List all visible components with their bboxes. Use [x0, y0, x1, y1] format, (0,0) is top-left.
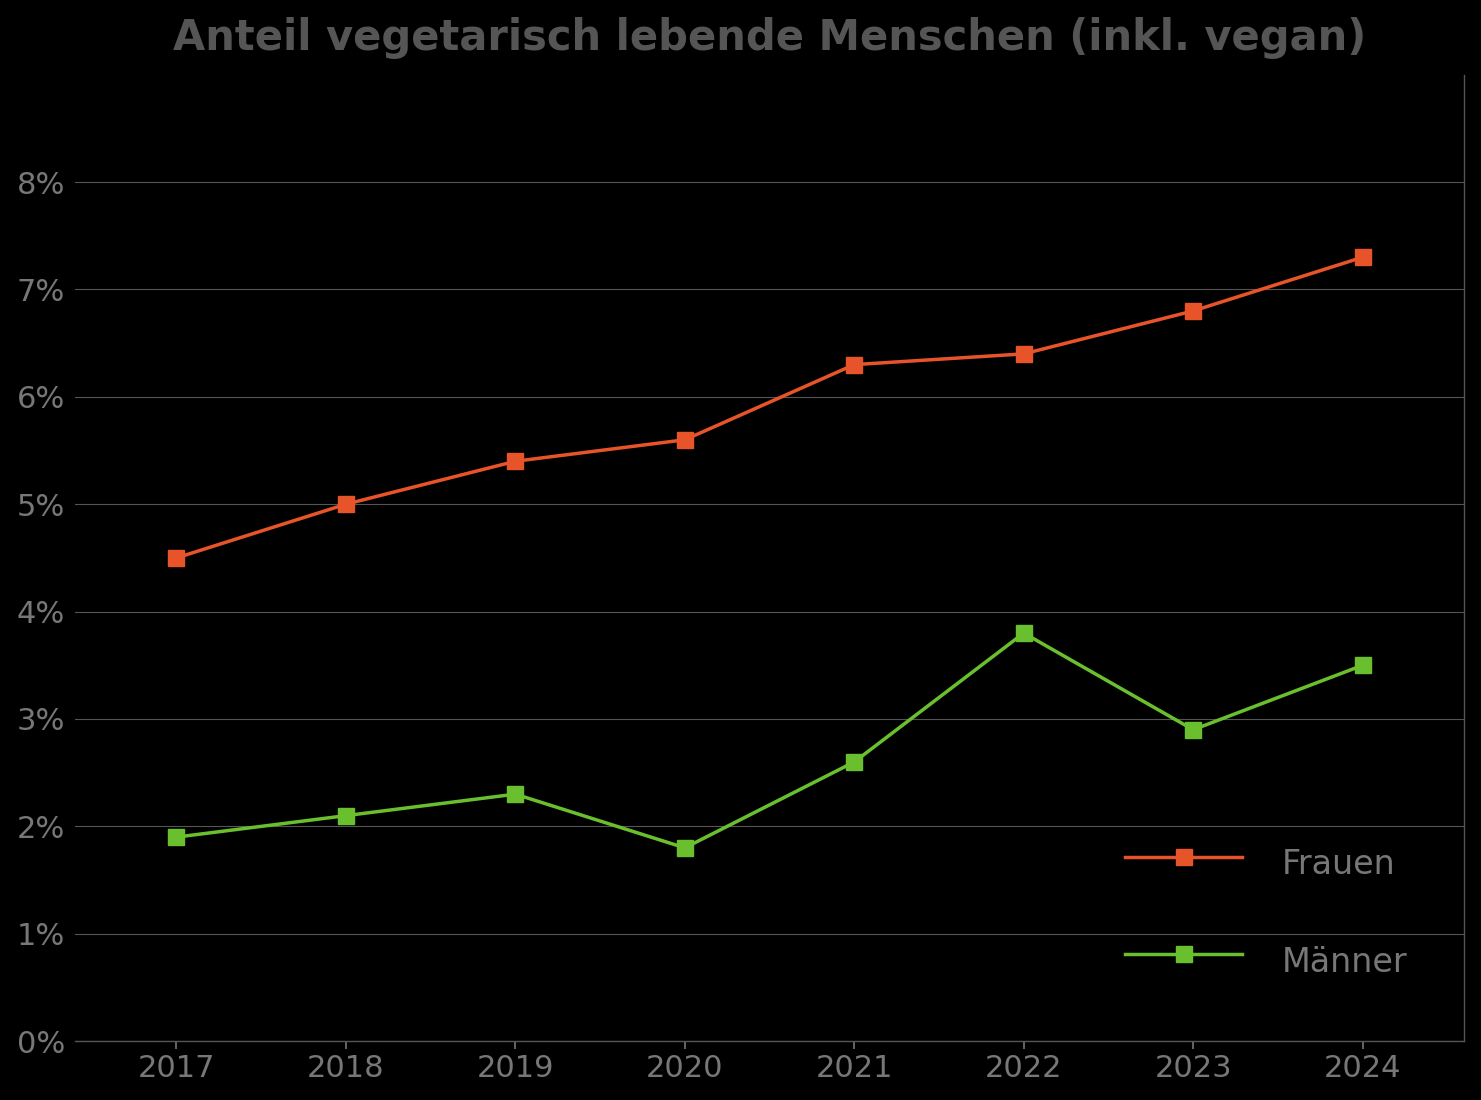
Title: Anteil vegetarisch lebende Menschen (inkl. vegan): Anteil vegetarisch lebende Menschen (ink…	[173, 16, 1365, 58]
Legend: Frauen, Männer: Frauen, Männer	[1086, 800, 1447, 1024]
